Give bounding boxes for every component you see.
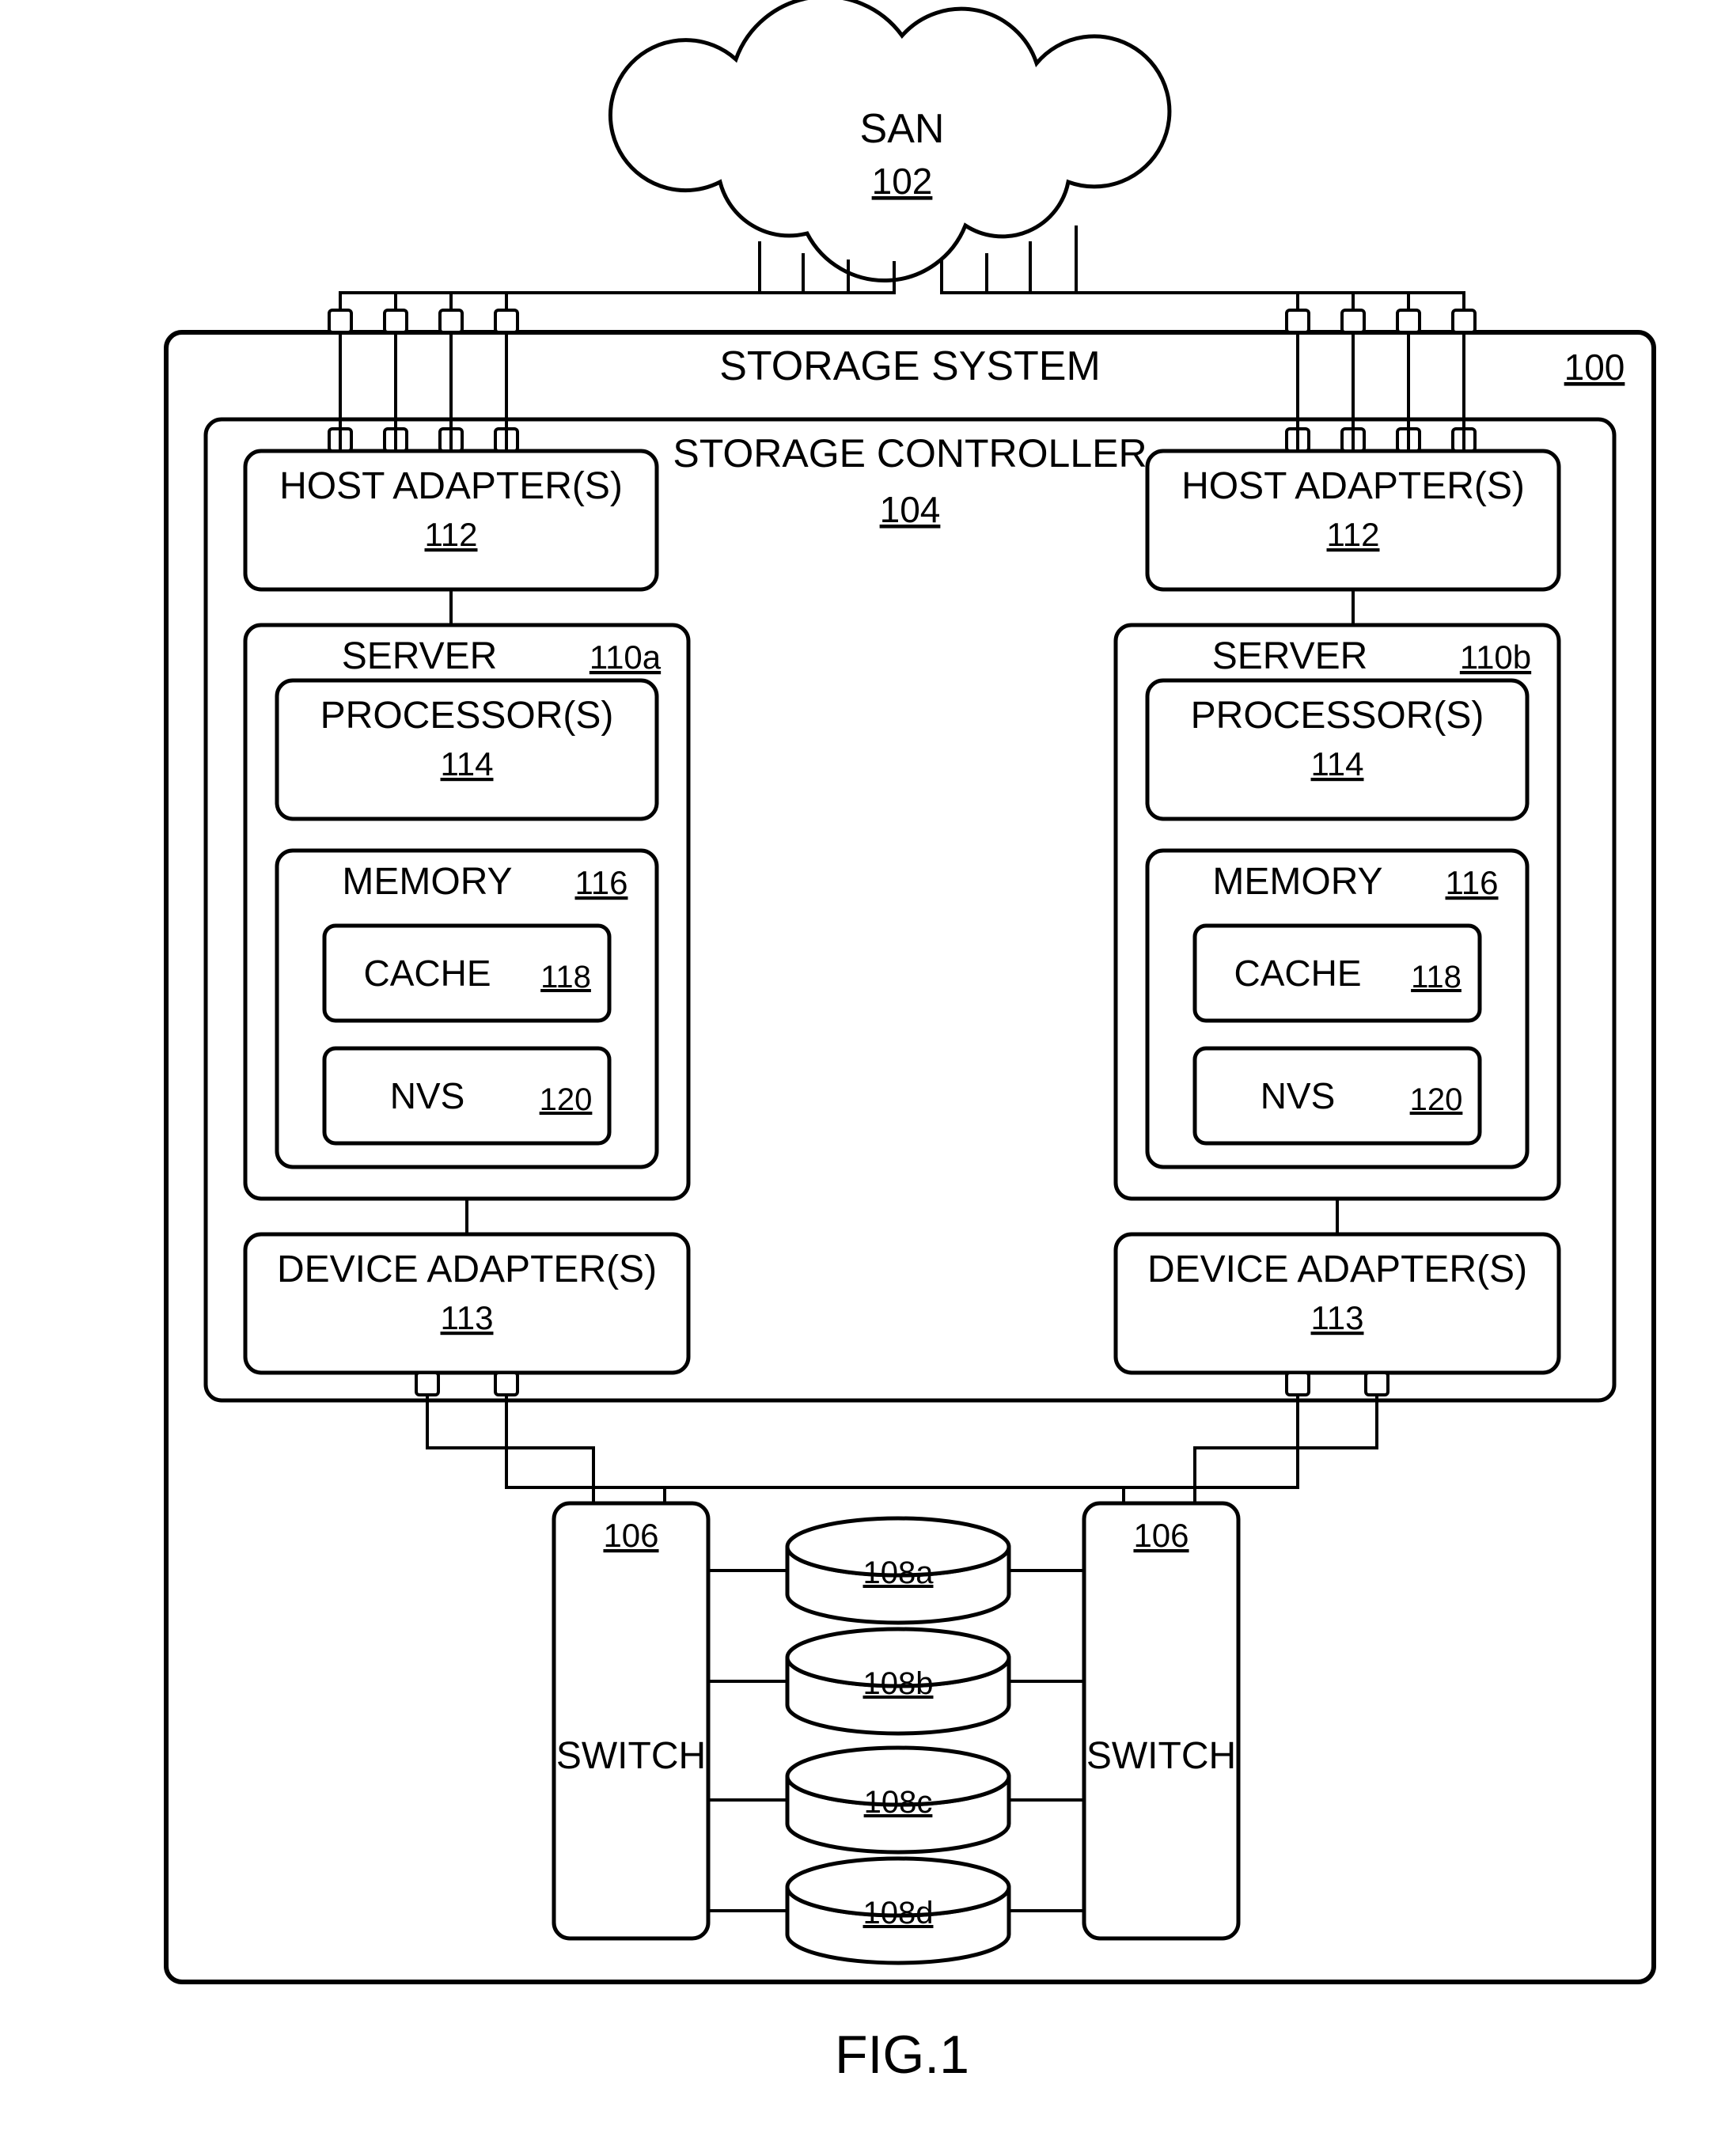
svg-text:113: 113: [441, 1299, 494, 1336]
svg-text:120: 120: [540, 1082, 593, 1117]
svg-text:114: 114: [441, 745, 494, 782]
svg-text:108a: 108a: [863, 1555, 935, 1590]
svg-text:116: 116: [1446, 864, 1499, 901]
svg-text:HOST ADAPTER(S): HOST ADAPTER(S): [279, 465, 623, 507]
svg-text:STORAGE SYSTEM: STORAGE SYSTEM: [719, 343, 1101, 389]
svg-text:118: 118: [540, 960, 591, 995]
svg-text:100: 100: [1564, 347, 1625, 388]
svg-text:110a: 110a: [590, 638, 662, 676]
svg-text:112: 112: [1327, 516, 1380, 553]
svg-text:108d: 108d: [863, 1896, 934, 1931]
svg-text:106: 106: [603, 1517, 658, 1554]
svg-text:DEVICE ADAPTER(S): DEVICE ADAPTER(S): [277, 1249, 657, 1290]
svg-text:STORAGE CONTROLLER: STORAGE CONTROLLER: [673, 431, 1147, 476]
svg-text:DEVICE ADAPTER(S): DEVICE ADAPTER(S): [1147, 1249, 1527, 1290]
svg-text:120: 120: [1410, 1082, 1463, 1117]
svg-text:110b: 110b: [1460, 638, 1531, 676]
svg-text:MEMORY: MEMORY: [342, 861, 512, 903]
svg-text:106: 106: [1133, 1517, 1189, 1554]
svg-text:108c: 108c: [864, 1785, 933, 1820]
svg-text:102: 102: [872, 161, 933, 202]
svg-text:NVS: NVS: [390, 1075, 465, 1116]
svg-text:MEMORY: MEMORY: [1212, 861, 1382, 903]
svg-text:PROCESSOR(S): PROCESSOR(S): [1191, 695, 1484, 737]
svg-text:SAN: SAN: [860, 106, 945, 152]
svg-text:CACHE: CACHE: [1234, 953, 1361, 994]
svg-text:SERVER: SERVER: [342, 635, 498, 677]
svg-text:HOST ADAPTER(S): HOST ADAPTER(S): [1181, 465, 1525, 507]
svg-text:113: 113: [1311, 1299, 1364, 1336]
svg-text:CACHE: CACHE: [363, 953, 491, 994]
svg-text:SWITCH: SWITCH: [556, 1735, 706, 1777]
svg-text:108b: 108b: [863, 1666, 934, 1701]
svg-text:NVS: NVS: [1261, 1075, 1336, 1116]
svg-text:FIG.1: FIG.1: [835, 2025, 969, 2085]
svg-text:104: 104: [880, 489, 941, 530]
svg-text:PROCESSOR(S): PROCESSOR(S): [320, 695, 614, 737]
svg-text:SWITCH: SWITCH: [1086, 1735, 1236, 1777]
svg-text:SERVER: SERVER: [1212, 635, 1368, 677]
svg-text:112: 112: [425, 516, 478, 553]
svg-text:114: 114: [1311, 745, 1364, 782]
svg-text:116: 116: [575, 864, 628, 901]
diagram-canvas: SAN 102 STORAGE SYSTEM 100 STORAGE CONTROLLE…: [0, 0, 1725, 2156]
svg-text:118: 118: [1411, 960, 1462, 995]
